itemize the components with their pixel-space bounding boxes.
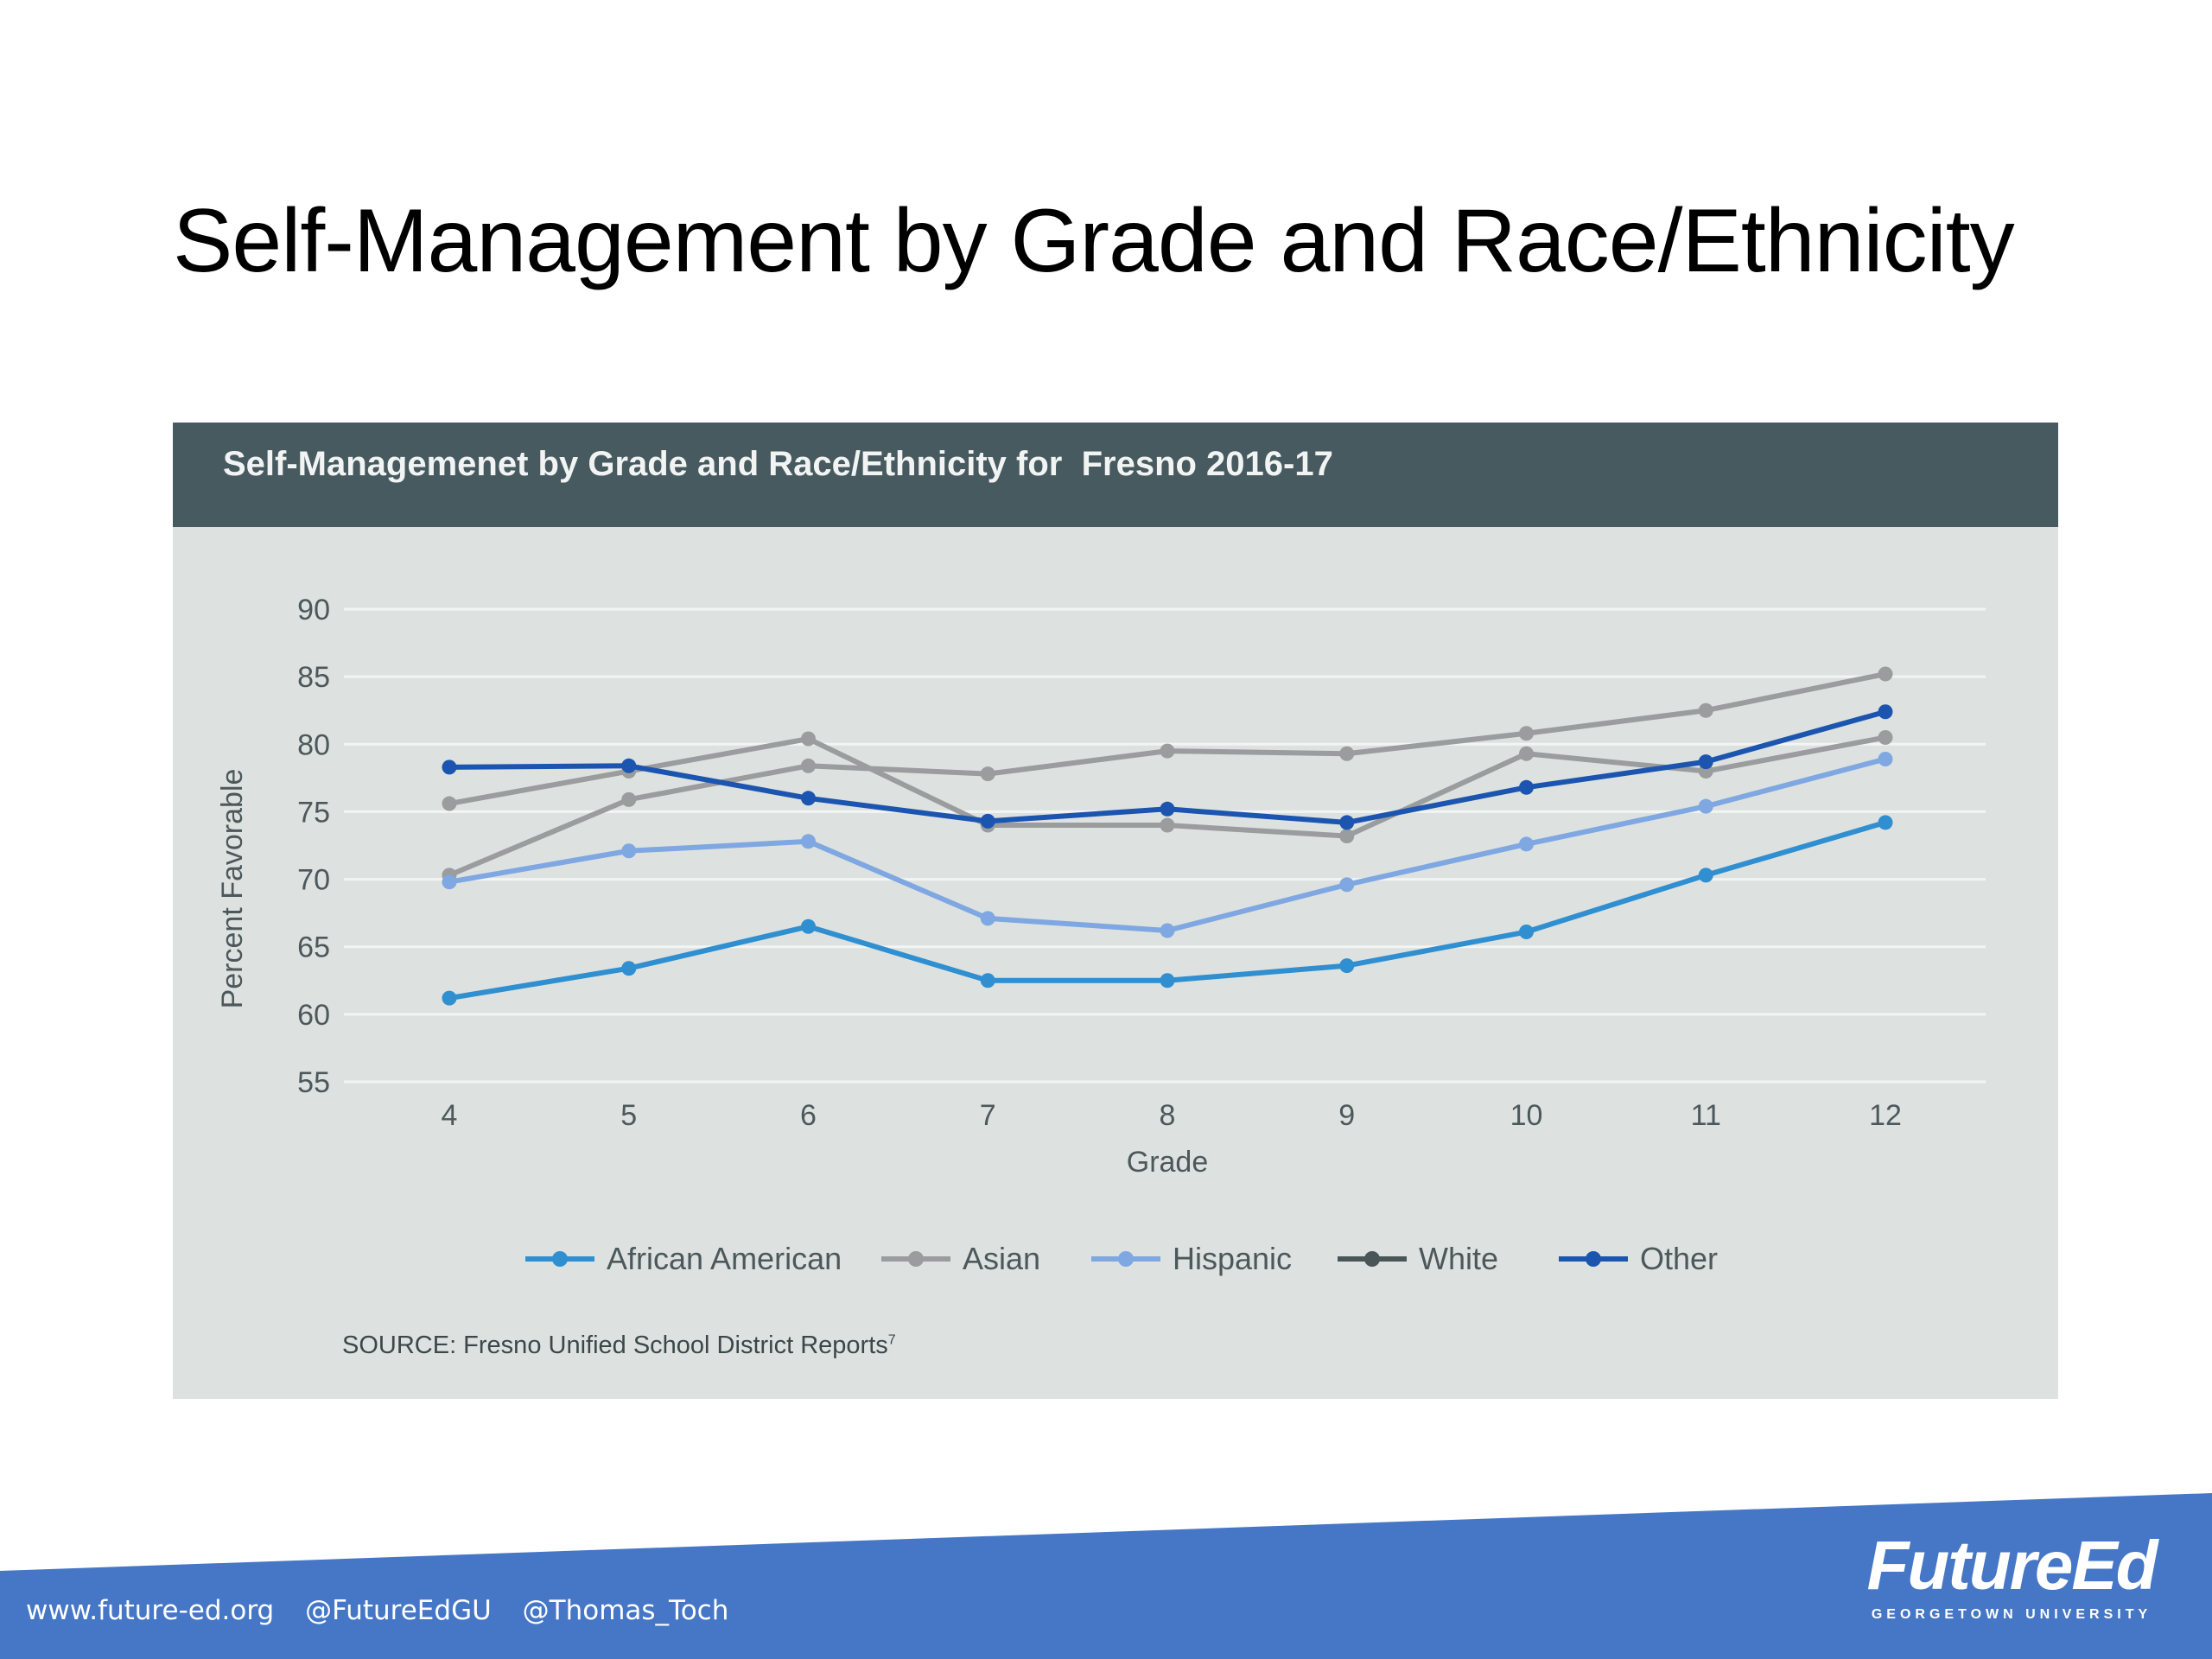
footer-link-website[interactable]: www.future-ed.org: [26, 1595, 275, 1626]
data-point: [1519, 779, 1534, 795]
footer-link-thomas-toch[interactable]: @Thomas_Toch: [522, 1595, 729, 1626]
data-point: [1160, 923, 1175, 938]
data-point: [1519, 746, 1534, 761]
data-point: [1160, 743, 1175, 759]
legend-swatch-marker: [1364, 1251, 1380, 1267]
data-point: [1519, 925, 1534, 940]
slide-title: Self-Management by Grade and Race/Ethnic…: [173, 191, 2015, 291]
source-text: SOURCE: Fresno Unified School District R…: [342, 1332, 888, 1359]
x-tick-label: 12: [1869, 1099, 1902, 1132]
source-footnote-marker: 7: [887, 1332, 896, 1348]
chart-panel: Self-Managemenet by Grade and Race/Ethni…: [173, 423, 2058, 1399]
data-point: [1698, 754, 1713, 770]
y-tick-label: 60: [297, 999, 330, 1032]
data-point: [801, 731, 816, 747]
footer-links: www.future-ed.org @FutureEdGU @Thomas_To…: [26, 1595, 751, 1626]
data-point: [1698, 868, 1713, 883]
x-tick-label: 5: [620, 1099, 637, 1132]
data-point: [1160, 973, 1175, 988]
data-point: [442, 874, 457, 890]
data-point: [1878, 815, 1893, 830]
x-tick-label: 4: [442, 1099, 458, 1132]
data-point: [1878, 729, 1893, 745]
data-point: [1698, 702, 1713, 718]
legend-label: African American: [607, 1241, 842, 1276]
y-tick-label: 65: [297, 931, 330, 964]
data-point: [442, 760, 457, 775]
y-axis-title: Percent Favorable: [216, 769, 249, 1009]
data-point: [621, 758, 637, 773]
data-point: [1339, 815, 1355, 830]
x-tick-label: 9: [1338, 1099, 1355, 1132]
y-tick-label: 55: [297, 1066, 330, 1099]
data-point: [1339, 958, 1355, 974]
data-point: [621, 961, 637, 976]
footer-link-futureedgu[interactable]: @FutureEdGU: [305, 1595, 492, 1626]
legend-label: Asian: [963, 1241, 1040, 1276]
data-point: [801, 791, 816, 806]
data-point: [1519, 726, 1534, 741]
data-point: [801, 918, 816, 934]
x-tick-label: 8: [1160, 1099, 1176, 1132]
data-point: [1878, 751, 1893, 766]
x-tick-label: 11: [1691, 1099, 1721, 1132]
x-tick-label: 6: [800, 1099, 817, 1132]
data-point: [1160, 817, 1175, 833]
y-tick-label: 90: [297, 594, 330, 626]
legend-swatch-marker: [908, 1251, 924, 1267]
legend-swatch-marker: [1586, 1251, 1601, 1267]
data-point: [1878, 666, 1893, 682]
data-point: [801, 758, 816, 773]
data-point: [1519, 836, 1534, 852]
data-point: [980, 911, 995, 926]
data-point: [980, 973, 995, 988]
chart-title: Self-Managemenet by Grade and Race/Ethni…: [223, 445, 1333, 483]
x-axis-title: Grade: [1127, 1146, 1209, 1179]
x-tick-label: 10: [1510, 1099, 1543, 1132]
logo-wordmark: FutureEd: [1866, 1527, 2158, 1604]
legend-label: Hispanic: [1173, 1241, 1292, 1276]
data-point: [1339, 829, 1355, 844]
x-tick-label: 7: [980, 1099, 996, 1132]
line-chart: 55 60 65 70 75 80 85 90 4 5 6 7 8 9 10 11 12 Grade Percent…: [216, 594, 1986, 1276]
data-point: [1878, 704, 1893, 720]
data-point: [621, 791, 637, 807]
data-point: [980, 766, 995, 782]
y-tick-label: 75: [297, 796, 330, 829]
y-tick-label: 70: [297, 864, 330, 897]
source-note: SOURCE: Fresno Unified School District R…: [342, 1332, 896, 1360]
data-point: [1339, 877, 1355, 893]
y-tick-label: 85: [297, 661, 330, 694]
legend-label: Other: [1640, 1241, 1718, 1276]
chart-header: Self-Managemenet by Grade and Race/Ethni…: [173, 423, 2058, 527]
data-point: [621, 843, 637, 859]
data-point: [1160, 801, 1175, 817]
data-point: [442, 796, 457, 811]
data-point: [1339, 746, 1355, 761]
logo-subtext: GEORGETOWN UNIVERSITY: [1871, 1607, 2152, 1622]
data-point: [801, 834, 816, 849]
data-point: [1698, 798, 1713, 814]
footer-band-shape: [0, 1493, 2212, 1659]
legend-label: White: [1419, 1241, 1498, 1276]
data-point: [980, 813, 995, 829]
data-point: [442, 990, 457, 1006]
legend-swatch-marker: [1118, 1251, 1134, 1267]
y-tick-label: 80: [297, 728, 330, 761]
futureed-logo: FutureEd GEORGETOWN UNIVERSITY: [1856, 1531, 2167, 1623]
legend-swatch-marker: [552, 1251, 568, 1267]
